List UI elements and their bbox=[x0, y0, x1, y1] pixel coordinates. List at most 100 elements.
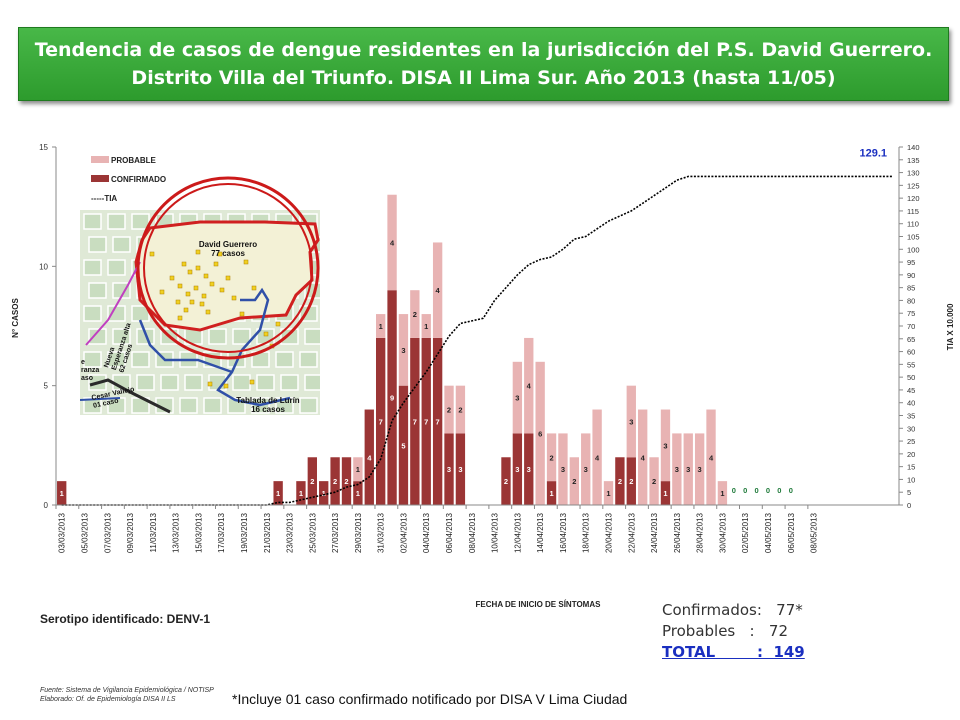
x-tick-label: 02/04/2013 bbox=[400, 512, 409, 553]
tia-end-label: 129.1 bbox=[859, 147, 887, 159]
map-block bbox=[160, 374, 179, 391]
bar-label-probable: 1 bbox=[424, 322, 428, 331]
case-dot bbox=[213, 261, 219, 267]
y2-tick-label: 40 bbox=[907, 399, 915, 408]
y2-tick-label: 95 bbox=[907, 258, 915, 267]
case-dot bbox=[189, 299, 195, 305]
bar-label-probable: 3 bbox=[515, 394, 519, 403]
y2-tick-label: 115 bbox=[907, 207, 919, 216]
y2-tick-label: 110 bbox=[907, 220, 919, 229]
y2-tick-label: 75 bbox=[907, 309, 915, 318]
bar-label-confirmado: 7 bbox=[379, 417, 383, 426]
bar-confirmado bbox=[444, 433, 454, 505]
map-block bbox=[232, 328, 251, 345]
x-tick-label: 06/04/2013 bbox=[445, 512, 454, 553]
case-dot bbox=[193, 285, 199, 291]
bar-label-confirmado: 1 bbox=[299, 489, 303, 498]
source-elaborado: Elaborado: Of. de Epidemiología DISA II … bbox=[40, 696, 176, 703]
source-fuente: Fuente: Sistema de Vigilancia Epidemioló… bbox=[40, 687, 214, 694]
x-tick-label: 03/03/2013 bbox=[58, 512, 67, 553]
map-block bbox=[304, 374, 320, 391]
bar-label-probable: 4 bbox=[595, 453, 600, 462]
bar-label-probable: 0 bbox=[766, 486, 770, 495]
bar-probable bbox=[444, 385, 454, 434]
y2-tick-label: 30 bbox=[907, 424, 915, 433]
map-block bbox=[83, 351, 102, 368]
bar-label-probable: 2 bbox=[458, 406, 462, 415]
bar-confirmado bbox=[330, 457, 340, 505]
bar-label-probable: 3 bbox=[675, 465, 679, 474]
legend-label-probable: PROBABLE bbox=[111, 156, 157, 165]
y2-tick-label: 15 bbox=[907, 463, 915, 472]
map-block bbox=[232, 374, 251, 391]
map-highlight-circle-inner bbox=[143, 183, 313, 353]
map-block bbox=[304, 328, 320, 345]
legend-label-tia: -----TIA bbox=[91, 194, 117, 203]
bar-probable bbox=[524, 337, 534, 434]
case-dot bbox=[181, 261, 187, 267]
bar-label-confirmado: 1 bbox=[322, 489, 326, 498]
bar-label-confirmado: 3 bbox=[515, 465, 519, 474]
bar-label-probable: 3 bbox=[686, 465, 690, 474]
legend-label-confirmado: CONFIRMADO bbox=[111, 175, 166, 184]
y2-tick-label: 85 bbox=[907, 284, 915, 293]
y2-tick-label: 80 bbox=[907, 296, 915, 305]
map-block bbox=[83, 213, 102, 230]
map-block bbox=[208, 328, 227, 345]
x-tick-label: 20/04/2013 bbox=[605, 512, 614, 553]
case-dot bbox=[251, 285, 257, 291]
bar-confirmado bbox=[364, 409, 374, 505]
map-block bbox=[256, 374, 275, 391]
y2-tick-label: 90 bbox=[907, 271, 915, 280]
bar-label-probable: 2 bbox=[572, 477, 576, 486]
map-block bbox=[88, 236, 107, 253]
bar-probable bbox=[683, 433, 693, 505]
bar-confirmado bbox=[57, 481, 67, 505]
source-note: Fuente: Sistema de Vigilancia Epidemioló… bbox=[40, 686, 214, 704]
x-tick-label: 23/03/2013 bbox=[286, 512, 295, 553]
case-dot bbox=[149, 251, 155, 257]
bar-probable bbox=[421, 314, 431, 338]
bar-label-confirmado: 2 bbox=[618, 477, 622, 486]
bar-confirmado bbox=[501, 457, 511, 505]
bar-label-probable: 0 bbox=[732, 486, 736, 495]
map-label-tablada: Tablada de Lurín 16 casos bbox=[236, 396, 300, 414]
bar-label-probable: 3 bbox=[561, 465, 565, 474]
summary-total: TOTAL : 149 bbox=[662, 643, 805, 661]
map-block bbox=[88, 282, 107, 299]
case-dot bbox=[203, 273, 209, 279]
chart-title: Tendencia de casos de dengue residentes … bbox=[34, 39, 933, 89]
x-tick-label: 04/04/2013 bbox=[422, 512, 431, 553]
map-block bbox=[83, 397, 102, 414]
y2-tick-label: 65 bbox=[907, 335, 915, 344]
bar-label-confirmado: 1 bbox=[60, 489, 64, 498]
x-tick-label: 17/03/2013 bbox=[217, 512, 226, 553]
x-tick-label: 09/03/2013 bbox=[126, 512, 135, 553]
bar-label-probable: 4 bbox=[527, 382, 532, 391]
y2-tick-label: 10 bbox=[907, 475, 915, 484]
case-dot bbox=[249, 379, 255, 385]
map-block bbox=[131, 213, 150, 230]
bar-label-confirmado: 7 bbox=[413, 417, 417, 426]
bar-confirmado bbox=[455, 433, 466, 505]
case-dot bbox=[207, 381, 213, 387]
case-dot bbox=[275, 321, 281, 327]
y2-tick-label: 60 bbox=[907, 348, 915, 357]
bar-label-confirmado: 1 bbox=[549, 489, 553, 498]
x-tick-label: 29/03/2013 bbox=[354, 512, 363, 553]
case-dot bbox=[263, 331, 269, 337]
y2-tick-label: 70 bbox=[907, 322, 915, 331]
bar-label-confirmado: 2 bbox=[344, 477, 348, 486]
bar-probable bbox=[375, 314, 386, 338]
bar-label-confirmado: 2 bbox=[310, 477, 314, 486]
map-highlight-circle bbox=[136, 176, 320, 360]
x-tick-label: 27/03/2013 bbox=[331, 512, 340, 553]
case-dot bbox=[195, 249, 201, 255]
bar-label-confirmado: 7 bbox=[424, 417, 428, 426]
bar-probable bbox=[546, 433, 557, 482]
x-tick-label: 31/03/2013 bbox=[377, 512, 386, 553]
bar-confirmado bbox=[410, 337, 420, 505]
map-label-partial: e ranza aso bbox=[81, 359, 99, 382]
bar-label-confirmado: 1 bbox=[276, 489, 280, 498]
